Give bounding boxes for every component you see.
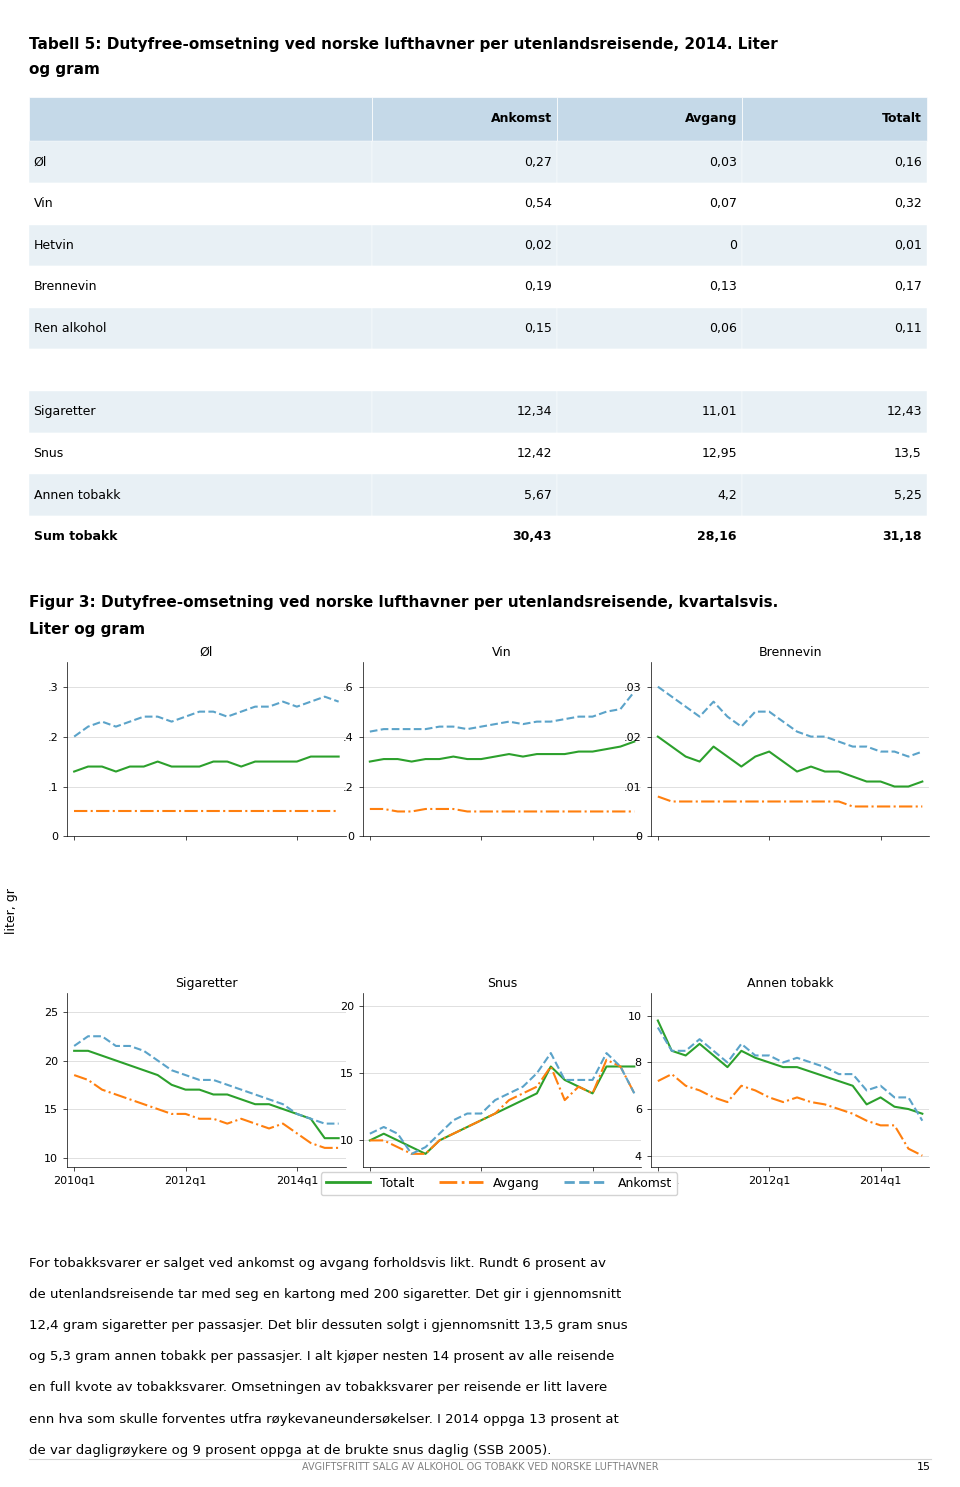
Text: 0,13: 0,13 <box>709 281 737 293</box>
Text: Figur 3: Dutyfree-omsetning ved norske lufthavner per utenlandsreisende, kvartal: Figur 3: Dutyfree-omsetning ved norske l… <box>29 595 778 610</box>
Text: de var dagligrøykere og 9 prosent oppga at de brukte snus daglig (SSB 2005).: de var dagligrøykere og 9 prosent oppga … <box>29 1444 551 1457</box>
Text: liter, gr: liter, gr <box>5 888 18 934</box>
Text: Ren alkohol: Ren alkohol <box>34 323 107 335</box>
Text: en full kvote av tobakksvarer. Omsetningen av tobakksvarer per reisende er litt : en full kvote av tobakksvarer. Omsetning… <box>29 1381 607 1395</box>
Text: 0,16: 0,16 <box>894 156 922 168</box>
Text: 0,27: 0,27 <box>524 156 552 168</box>
Text: 0,15: 0,15 <box>524 323 552 335</box>
Text: 5,67: 5,67 <box>524 489 552 501</box>
Text: 0: 0 <box>729 239 737 251</box>
Text: Annen tobakk: Annen tobakk <box>34 489 120 501</box>
Text: 28,16: 28,16 <box>697 531 737 543</box>
Text: Sum tobakk: Sum tobakk <box>34 531 117 543</box>
Text: Avgang: Avgang <box>684 113 737 125</box>
Text: Totalt: Totalt <box>882 113 922 125</box>
Text: Snus: Snus <box>34 448 64 459</box>
Text: Hetvin: Hetvin <box>34 239 74 251</box>
Text: 0,06: 0,06 <box>709 323 737 335</box>
Text: og gram: og gram <box>29 62 100 77</box>
Text: de utenlandsreisende tar med seg en kartong med 200 sigaretter. Det gir i gjenno: de utenlandsreisende tar med seg en kart… <box>29 1288 621 1301</box>
Text: 0,32: 0,32 <box>894 198 922 210</box>
Text: 0,19: 0,19 <box>524 281 552 293</box>
Text: 11,01: 11,01 <box>701 406 737 418</box>
Text: 13,5: 13,5 <box>894 448 922 459</box>
Text: 4,2: 4,2 <box>717 489 737 501</box>
Text: Ankomst: Ankomst <box>491 113 552 125</box>
Text: AVGIFTSFRITT SALG AV ALKOHOL OG TOBAKK VED NORSKE LUFTHAVNER: AVGIFTSFRITT SALG AV ALKOHOL OG TOBAKK V… <box>301 1462 659 1472</box>
Title: Snus: Snus <box>487 977 517 990</box>
Text: Sigaretter: Sigaretter <box>34 406 96 418</box>
Title: Annen tobakk: Annen tobakk <box>747 977 833 990</box>
Text: 12,34: 12,34 <box>516 406 552 418</box>
Text: Brennevin: Brennevin <box>34 281 97 293</box>
Text: 0,03: 0,03 <box>709 156 737 168</box>
Text: og 5,3 gram annen tobakk per passasjer. I alt kjøper nesten 14 prosent av alle r: og 5,3 gram annen tobakk per passasjer. … <box>29 1350 614 1364</box>
Text: Øl: Øl <box>34 156 47 168</box>
Text: 31,18: 31,18 <box>882 531 922 543</box>
Text: 0,02: 0,02 <box>524 239 552 251</box>
Legend: Totalt, Avgang, Ankomst: Totalt, Avgang, Ankomst <box>321 1172 678 1196</box>
Title: Øl: Øl <box>200 647 213 659</box>
Text: Tabell 5: Dutyfree-omsetning ved norske lufthavner per utenlandsreisende, 2014. : Tabell 5: Dutyfree-omsetning ved norske … <box>29 37 778 52</box>
Text: 12,42: 12,42 <box>516 448 552 459</box>
Text: 0,17: 0,17 <box>894 281 922 293</box>
Text: enn hva som skulle forventes utfra røykevaneundersøkelser. I 2014 oppga 13 prose: enn hva som skulle forventes utfra røyke… <box>29 1413 618 1426</box>
Text: 0,11: 0,11 <box>894 323 922 335</box>
Text: 15: 15 <box>917 1462 931 1472</box>
Text: Vin: Vin <box>34 198 53 210</box>
Text: 0,07: 0,07 <box>708 198 737 210</box>
Text: 12,43: 12,43 <box>886 406 922 418</box>
Text: 5,25: 5,25 <box>894 489 922 501</box>
Text: 12,4 gram sigaretter per passasjer. Det blir dessuten solgt i gjennomsnitt 13,5 : 12,4 gram sigaretter per passasjer. Det … <box>29 1319 628 1332</box>
Text: 12,95: 12,95 <box>701 448 737 459</box>
Text: 0,01: 0,01 <box>894 239 922 251</box>
Text: For tobakksvarer er salget ved ankomst og avgang forholdsvis likt. Rundt 6 prose: For tobakksvarer er salget ved ankomst o… <box>29 1257 606 1270</box>
Title: Sigaretter: Sigaretter <box>175 977 238 990</box>
Text: Liter og gram: Liter og gram <box>29 622 145 636</box>
Text: 0,54: 0,54 <box>524 198 552 210</box>
Title: Brennevin: Brennevin <box>758 647 822 659</box>
Title: Vin: Vin <box>492 647 512 659</box>
Text: 30,43: 30,43 <box>513 531 552 543</box>
